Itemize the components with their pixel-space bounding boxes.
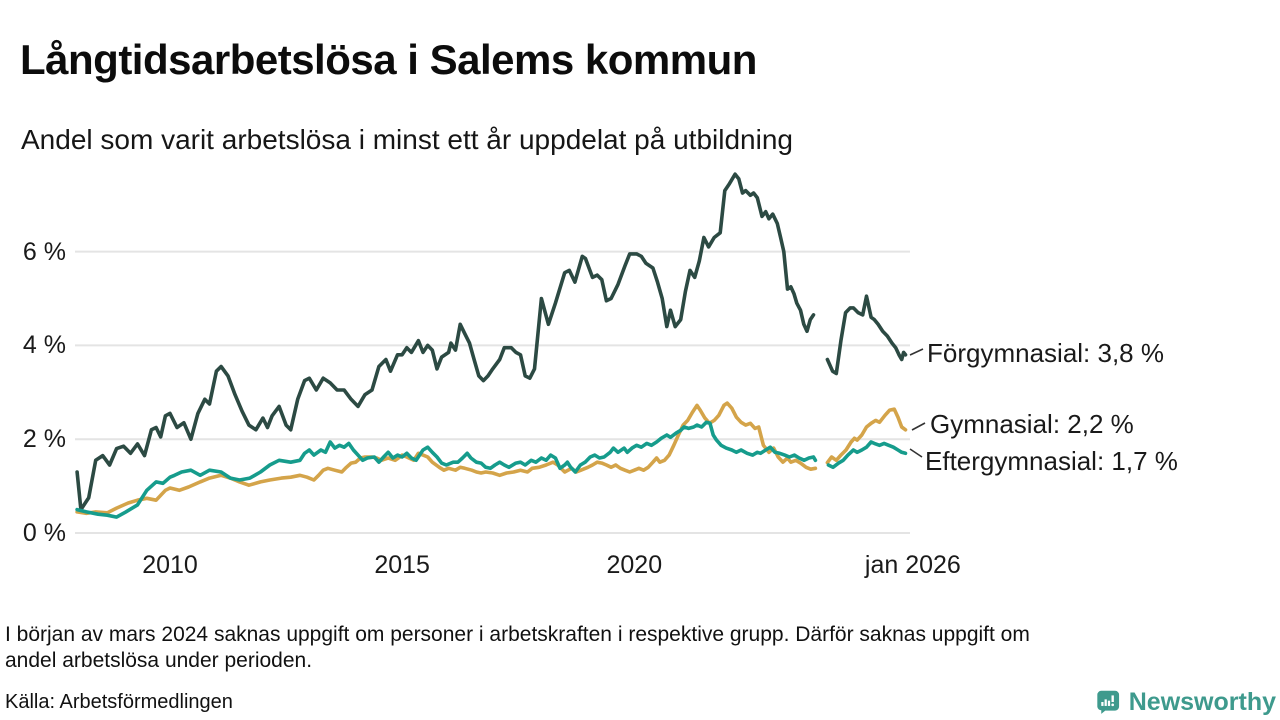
- page-title: Långtidsarbetslösa i Salems kommun: [20, 36, 757, 84]
- label-connector: [909, 348, 924, 356]
- footnote-line-2: andel arbetslösa under perioden.: [5, 648, 313, 672]
- line-chart: 0 % 2 % 4 % 6 % 2010 2015 2020 jan 2026 Förgymn…: [22, 172, 1178, 579]
- y-tick-label: 2 %: [22, 425, 66, 454]
- x-tick-label: 2015: [374, 551, 430, 579]
- gridlines: [75, 250, 910, 534]
- label-connector: [911, 422, 926, 431]
- series-label-gymnasial: Gymnasial: 2,2 %: [930, 409, 1134, 439]
- x-tick-label: 2010: [142, 551, 198, 579]
- series-label-forgymnasial: Förgymnasial: 3,8 %: [927, 338, 1164, 368]
- chart-subtitle: Andel som varit arbetslösa i minst ett å…: [21, 124, 793, 155]
- series-line-eftergymnasial: [75, 420, 908, 519]
- chart-canvas: [75, 172, 926, 534]
- brand-name: Newsworthy: [1128, 687, 1276, 716]
- label-connector: [909, 448, 923, 458]
- x-tick-label: jan 2026: [864, 551, 961, 579]
- newsworthy-chart-speech-bubble-icon: [1097, 690, 1120, 714]
- series-line-gymnasial: [75, 401, 908, 516]
- x-tick-label: 2020: [606, 551, 663, 579]
- footnote: I början av mars 2024 saknas uppgift om …: [5, 622, 1265, 673]
- branding: Newsworthy: [1096, 684, 1276, 720]
- y-tick-label: 4 %: [22, 331, 66, 360]
- y-tick-label: 6 %: [22, 237, 66, 266]
- series-line-forgymnasial: [75, 172, 908, 512]
- series-label-eftergymnasial: Eftergymnasial: 1,7 %: [925, 446, 1178, 476]
- footnote-line-1: I början av mars 2024 saknas uppgift om …: [5, 623, 1030, 646]
- y-tick-label: 0 %: [22, 519, 66, 547]
- source-text: Källa: Arbetsförmedlingen: [5, 691, 233, 713]
